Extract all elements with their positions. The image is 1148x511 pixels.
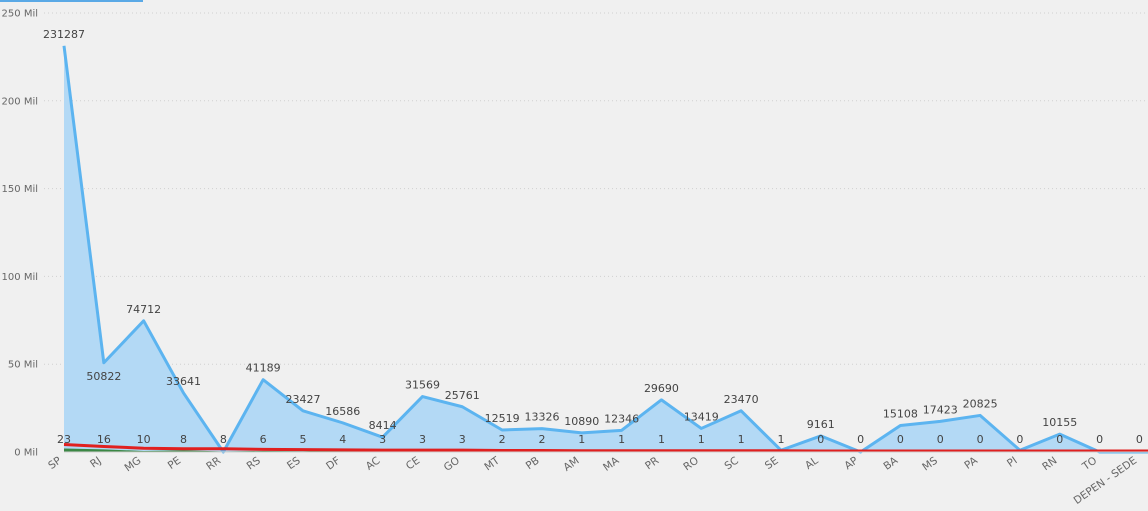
x-tick-label: ES [285, 454, 303, 472]
series-2-data-label: 10 [137, 433, 151, 446]
x-tick-label: GO [442, 455, 462, 474]
x-tick-label: CE [404, 455, 422, 473]
series-2-data-label: 0 [1136, 433, 1143, 446]
series-1-data-label: 12346 [604, 412, 639, 425]
x-tick-label: MT [482, 454, 502, 473]
y-tick-label: 0 Mil [14, 448, 38, 459]
series-2-data-label: 4 [339, 433, 346, 446]
series-2-data-label: 0 [1016, 433, 1023, 446]
x-tick-label: SP [46, 455, 64, 472]
series-2-data-label: 1 [777, 433, 784, 446]
series-1-line [62, 45, 1148, 454]
x-tick-label: RS [245, 454, 264, 472]
x-tick-label: PI [1005, 455, 1020, 470]
y-tick-label: 250 Mil [2, 9, 38, 20]
x-tick-label: AC [364, 455, 383, 473]
series-2-data-label: 3 [419, 433, 426, 446]
x-tick-label: RO [681, 455, 701, 474]
series-2-data-label: 1 [698, 433, 705, 446]
x-tick-label: MS [920, 454, 940, 473]
series-2-data-label: 0 [977, 433, 984, 446]
series-1-data-label: 10890 [564, 415, 599, 428]
series-1-data-label: 25761 [445, 389, 480, 402]
series-2-data-label: 8 [220, 433, 227, 446]
y-tick-label: 200 Mil [2, 96, 38, 107]
series-1-data-label: 23470 [724, 393, 759, 406]
series-1-area [64, 45, 1148, 452]
series-1-data-label: 13419 [684, 410, 719, 423]
series-2-data-label: 3 [459, 433, 466, 446]
series-2-data-label: 1 [618, 433, 625, 446]
series-2-data-label: 16 [97, 433, 111, 446]
series-1-data-label: 9161 [807, 418, 835, 431]
series-2-data-label: 6 [260, 433, 267, 446]
x-tick-label: RJ [88, 455, 103, 471]
series-2-line [63, 443, 1148, 453]
series-1-data-label: 12519 [485, 412, 520, 425]
series-1-data-label: 20825 [963, 397, 998, 410]
x-tick-label: DF [324, 455, 342, 473]
series-1-data-label: 13326 [524, 411, 559, 424]
series-1-data-label: 8414 [369, 419, 397, 432]
x-tick-label: AL [803, 455, 821, 472]
x-tick-label: PB [524, 455, 542, 473]
x-tick-label: MA [601, 454, 622, 474]
series-1-data-label: 15108 [883, 407, 918, 420]
series-2-data-label: 5 [299, 433, 306, 446]
series-1-data-label: 17423 [923, 403, 958, 416]
series-1-data-label: 74712 [126, 303, 161, 316]
series-1-data-label: 10155 [1042, 416, 1077, 429]
x-tick-label: RR [204, 455, 223, 473]
x-tick-label: AP [842, 455, 860, 473]
series-2-data-label: 1 [578, 433, 585, 446]
x-tick-label: AM [561, 455, 581, 474]
x-tick-label: SE [763, 455, 781, 472]
x-tick-label: TO [1080, 455, 1100, 474]
series-1-data-label: 16586 [325, 405, 360, 418]
series-2-data-label: 0 [897, 433, 904, 446]
x-tick-label: SC [722, 455, 740, 473]
series-2-data-label: 2 [538, 433, 545, 446]
x-tick-label: PE [166, 455, 184, 472]
series-2-data-label: 0 [857, 433, 864, 446]
series-2-data-label: 8 [180, 433, 187, 446]
series-2-data-label: 3 [379, 433, 386, 446]
series-1-data-label: 23427 [285, 393, 320, 406]
x-tick-label: PR [643, 455, 661, 473]
series-1-data-label: 231287 [43, 28, 85, 41]
top-accent-bar [0, 0, 143, 2]
series-2-data-label: 1 [658, 433, 665, 446]
x-tick-label: MG [122, 455, 143, 475]
series-1-data-label: 29690 [644, 382, 679, 395]
series-2-data-label: 0 [817, 433, 824, 446]
series-1-data-label: 31569 [405, 379, 440, 392]
series-2-data-label: 2 [499, 433, 506, 446]
series-2-data-label: 0 [1096, 433, 1103, 446]
series-2-data-label: 0 [1056, 433, 1063, 446]
x-tick-label: RN [1040, 455, 1059, 474]
series-2-data-label: 0 [937, 433, 944, 446]
y-tick-label: 50 Mil [8, 360, 38, 371]
y-tick-label: 100 Mil [2, 272, 38, 283]
x-tick-label: BA [881, 454, 900, 473]
series-2-data-label: 23 [57, 433, 71, 446]
series-1-data-label: 50822 [86, 370, 121, 383]
series-2-data-label: 1 [738, 433, 745, 446]
x-tick-label: PA [962, 454, 980, 472]
series-1-data-label: 41189 [246, 362, 281, 375]
series-1-data-label: 33641 [166, 375, 201, 388]
y-tick-label: 150 Mil [2, 184, 38, 195]
